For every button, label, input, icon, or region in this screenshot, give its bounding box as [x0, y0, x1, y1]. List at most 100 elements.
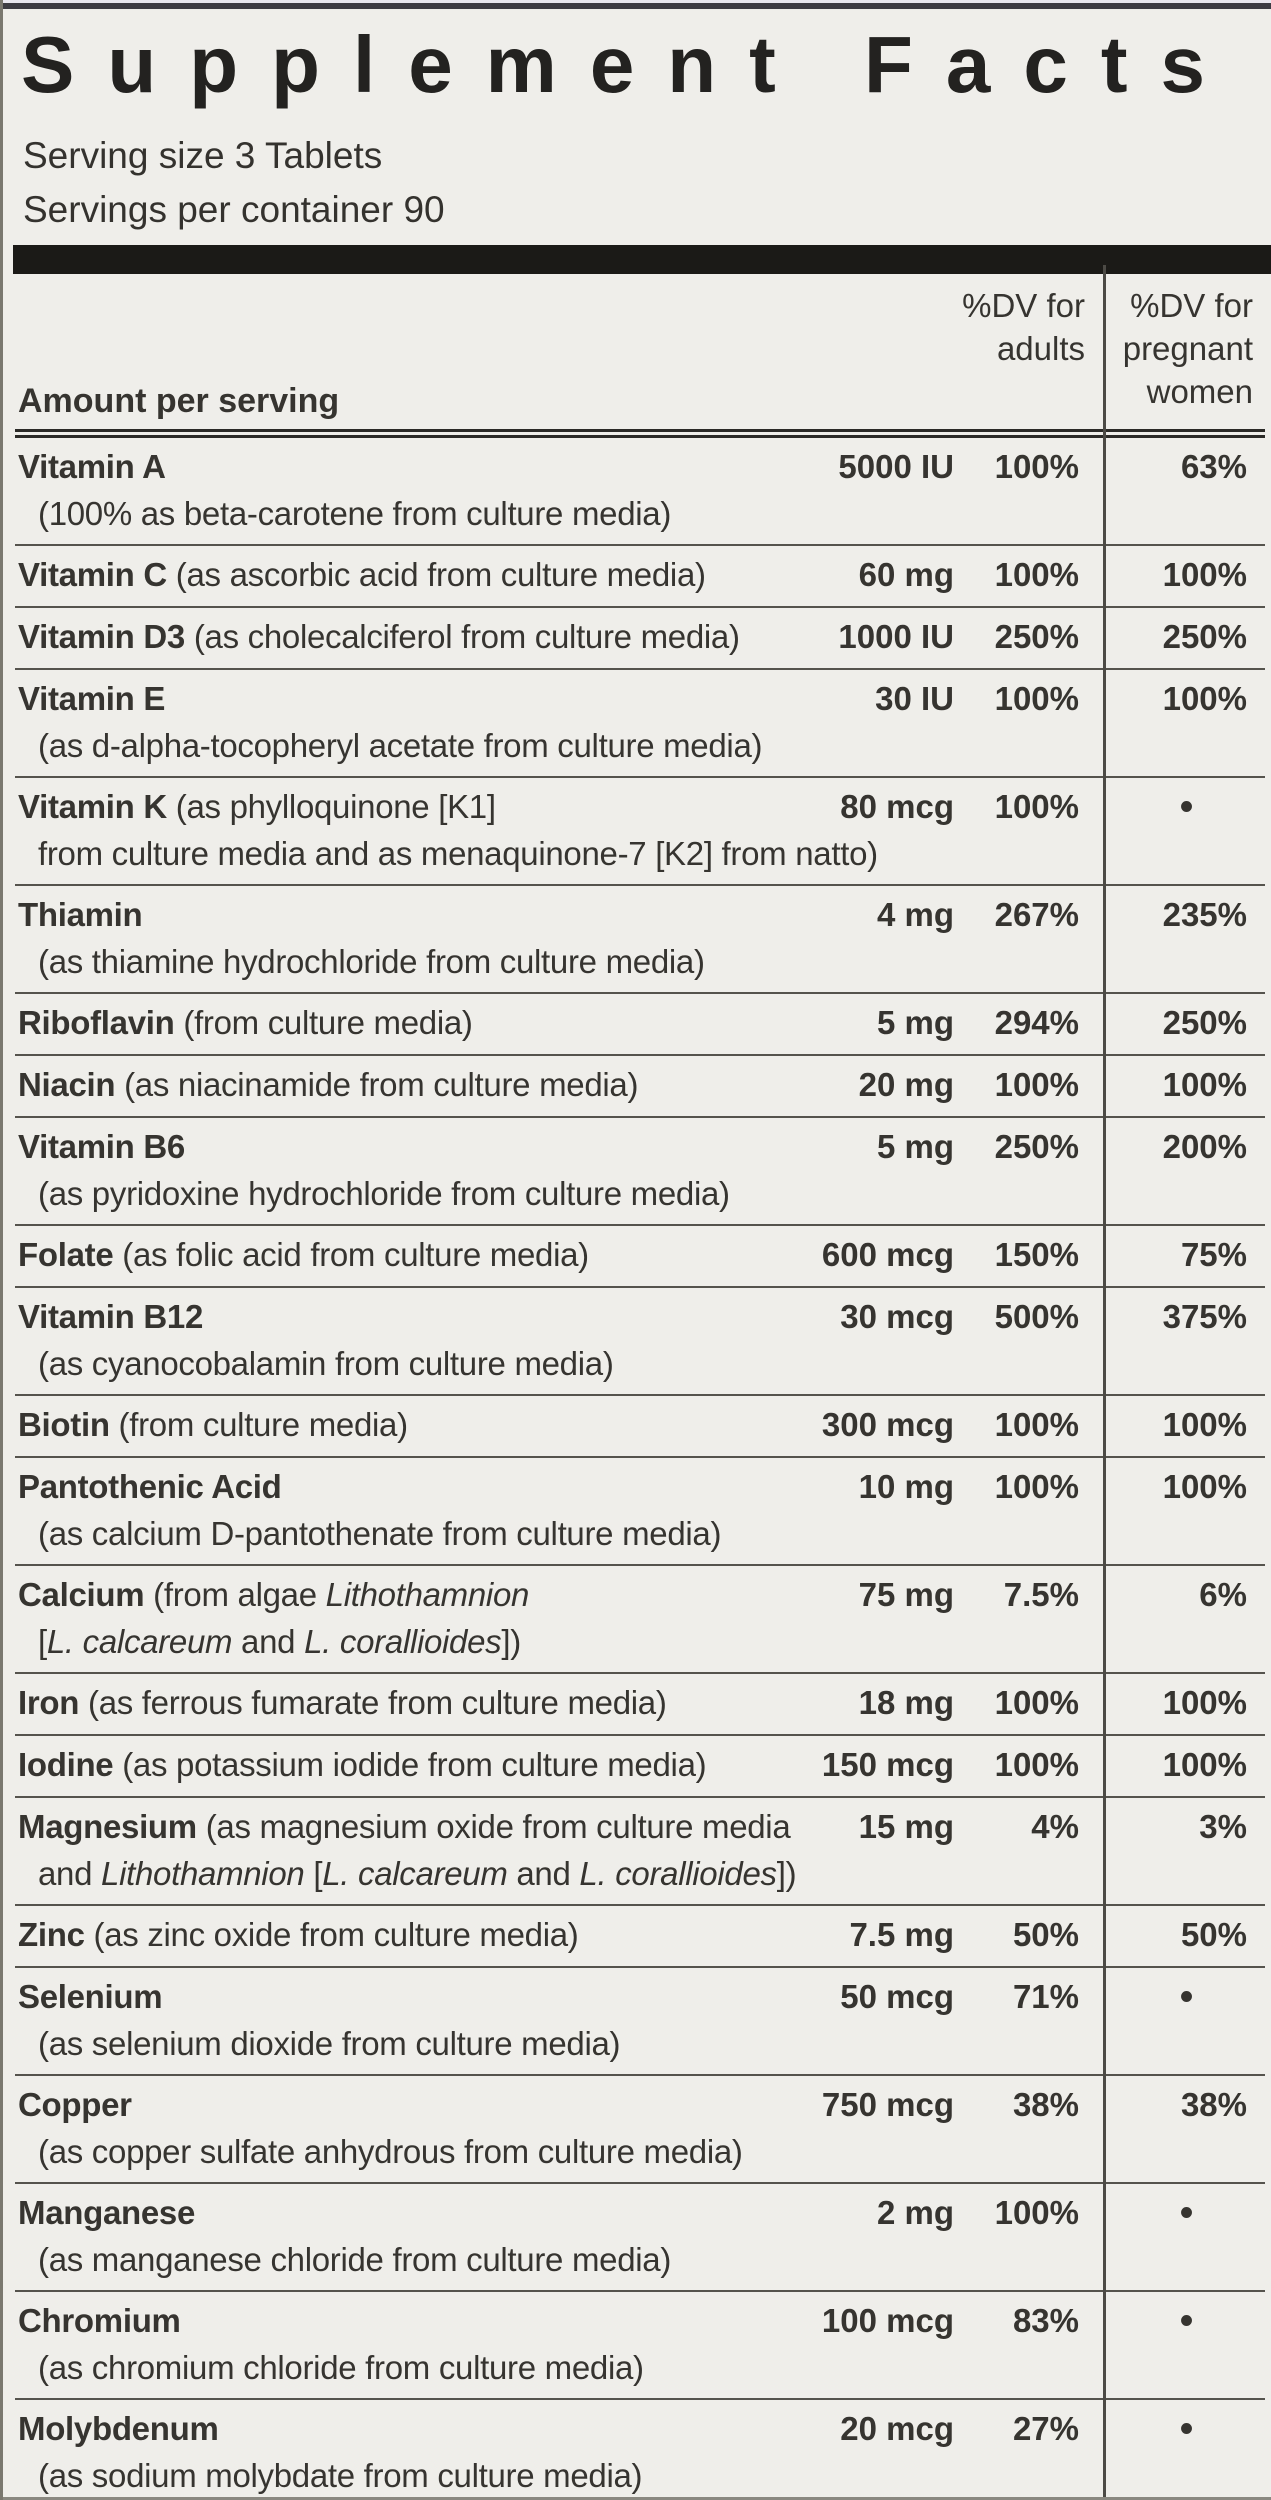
photo-edge-top-light	[3, 0, 1271, 3]
table-row: Iron (as ferrous fumarate from culture m…	[15, 1672, 1265, 1734]
table-row: Folate (as folic acid from culture media…	[15, 1224, 1265, 1286]
dv-pregnant-value: 250%	[1162, 1004, 1247, 1041]
dv-adults-value: 100%	[994, 1684, 1079, 1721]
nutrient-source-line: (as calcium D-pantothenate from culture …	[38, 1512, 1265, 1556]
dv-adults-value: 294%	[994, 1004, 1079, 1041]
nutrient-name-segment: Iodine	[18, 1746, 123, 1783]
dv-pregnant-header: %DV for pregnant women	[1123, 284, 1253, 413]
table-row: Copper 750 mcg 38% 38% (as copper sulfate an…	[15, 2074, 1265, 2182]
nutrient-name: Manganese	[15, 2190, 819, 2236]
thick-divider-bar	[13, 245, 1271, 274]
nutrient-source-segment: (as chromium chloride from culture media…	[38, 2349, 644, 2386]
table-row: Manganese 2 mg 100% • (as manganese chloride…	[15, 2182, 1265, 2290]
dv-adults-value: 250%	[994, 1128, 1079, 1165]
amount-value: 4 mg	[876, 896, 954, 933]
dv-pregnant-bullet: •	[1179, 1976, 1194, 2018]
nutrient-name: Iodine (as potassium iodide from culture…	[15, 1742, 819, 1788]
nutrient-name-segment: (as magnesium oxide from culture media	[205, 1808, 791, 1845]
table-row: Vitamin C (as ascorbic acid from culture…	[15, 544, 1265, 606]
dv-pregnant-line3: women	[1146, 373, 1253, 410]
amount-value: 600 mcg	[821, 1236, 954, 1273]
amount-value: 2 mg	[876, 2194, 954, 2231]
nutrient-name-segment: (as ascorbic acid from culture media)	[175, 556, 706, 593]
dv-pregnant-value: 6%	[1199, 1576, 1247, 1613]
nutrient-name: Vitamin E	[15, 676, 819, 722]
table-row: Magnesium (as magnesium oxide from cultu…	[15, 1796, 1265, 1904]
row-main-line: Iron (as ferrous fumarate from culture m…	[15, 1680, 1265, 1726]
row-main-line: Molybdenum 20 mcg 27% •	[15, 2406, 1265, 2452]
row-main-line: Vitamin E 30 IU 100% 100%	[15, 676, 1265, 722]
table-row: Niacin (as niacinamide from culture medi…	[15, 1054, 1265, 1116]
nutrient-source-segment: (as calcium D-pantothenate from culture …	[38, 1515, 722, 1552]
dv-adults-value: 150%	[994, 1236, 1079, 1273]
header-double-rule	[15, 429, 1265, 438]
dv-pregnant-line1: %DV for	[1130, 287, 1253, 324]
nutrient-name: Selenium	[15, 1974, 819, 2020]
dv-pregnant-value: 63%	[1180, 448, 1247, 485]
nutrient-source-segment: (as copper sulfate anhydrous from cultur…	[38, 2133, 743, 2170]
row-main-line: Vitamin K (as phylloquinone [K1] 80 mcg 10…	[15, 784, 1265, 830]
nutrient-name: Molybdenum	[15, 2406, 819, 2452]
nutrient-source-segment: [	[304, 1855, 323, 1892]
label-title: Supplement Facts	[21, 20, 1239, 109]
amount-value: 5000 IU	[838, 448, 954, 485]
row-main-line: Chromium 100 mcg 83% •	[15, 2298, 1265, 2344]
nutrient-source-segment: (as thiamine hydrochloride from culture …	[38, 943, 705, 980]
nutrient-name-segment: Vitamin B12	[18, 1298, 203, 1335]
nutrient-name-segment: Biotin	[18, 1406, 119, 1443]
nutrient-name-segment: Folate	[18, 1236, 123, 1273]
nutrient-source-line: (as thiamine hydrochloride from culture …	[38, 940, 1265, 984]
nutrient-name: Magnesium (as magnesium oxide from cultu…	[15, 1804, 819, 1850]
table-row: Zinc (as zinc oxide from culture media) 7…	[15, 1904, 1265, 1966]
table-row: Selenium 50 mcg 71% • (as selenium dioxide f…	[15, 1966, 1265, 2074]
table-row: Molybdenum 20 mcg 27% • (as sodium molybdate…	[15, 2398, 1265, 2500]
table-row: Vitamin B12 30 mcg 500% 375% (as cyanocobala…	[15, 1286, 1265, 1394]
nutrient-name-segment: Magnesium	[18, 1808, 206, 1845]
dv-pregnant-value: 250%	[1162, 618, 1247, 655]
row-main-line: Pantothenic Acid 10 mg 100% 100%	[15, 1464, 1265, 1510]
nutrient-name-segment: Niacin	[18, 1066, 125, 1103]
amount-value: 150 mcg	[821, 1746, 954, 1783]
nutrient-name-segment: Riboflavin	[18, 1004, 184, 1041]
dv-pregnant-line2: pregnant	[1122, 330, 1253, 367]
dv-adults-value: 83%	[1012, 2302, 1079, 2339]
nutrient-source-segment: ])	[501, 1623, 521, 1660]
table-row: Vitamin D3 (as cholecalciferol from cult…	[15, 606, 1265, 668]
amount-value: 75 mg	[858, 1576, 954, 1613]
nutrient-source-line: [L. calcareum and L. corallioides])	[38, 1620, 1265, 1664]
dv-pregnant-value: 375%	[1162, 1298, 1247, 1335]
dv-adults-value: 100%	[994, 1746, 1079, 1783]
nutrient-source-segment: (as sodium molybdate from culture media)	[38, 2457, 643, 2494]
nutrient-name-segment: Vitamin C	[18, 556, 176, 593]
nutrient-name-segment: (as zinc oxide from culture media)	[93, 1916, 579, 1953]
row-main-line: Vitamin B6 5 mg 250% 200%	[15, 1124, 1265, 1170]
dv-adults-value: 100%	[994, 680, 1079, 717]
nutrient-source-segment: [	[38, 1623, 47, 1660]
amount-value: 20 mg	[858, 1066, 954, 1103]
row-main-line: Niacin (as niacinamide from culture medi…	[15, 1062, 1265, 1108]
table-row: Vitamin B6 5 mg 250% 200% (as pyridoxine hyd…	[15, 1116, 1265, 1224]
table-row: Chromium 100 mcg 83% • (as chromium chloride…	[15, 2290, 1265, 2398]
nutrient-source-segment: Lithothamnion	[101, 1855, 305, 1892]
nutrient-name: Copper	[15, 2082, 819, 2128]
nutrient-name-segment: Vitamin A	[18, 448, 166, 485]
nutrient-source-segment: (as cyanocobalamin from culture media)	[38, 1345, 614, 1382]
nutrient-source-segment: (as d-alpha-tocopheryl acetate from cult…	[38, 727, 763, 764]
table-row: Pantothenic Acid 10 mg 100% 100% (as calcium…	[15, 1456, 1265, 1564]
row-main-line: Vitamin A 5000 IU 100% 63%	[15, 444, 1265, 490]
nutrient-source-line: (100% as beta-carotene from culture medi…	[38, 492, 1265, 536]
row-main-line: Riboflavin (from culture media) 5 mg 294% 2…	[15, 1000, 1265, 1046]
amount-value: 20 mcg	[840, 2410, 954, 2447]
column-divider-line	[1103, 265, 1106, 2500]
row-main-line: Magnesium (as magnesium oxide from cultu…	[15, 1804, 1265, 1850]
dv-pregnant-bullet: •	[1179, 2192, 1194, 2234]
amount-value: 18 mg	[858, 1684, 954, 1721]
nutrient-name: Zinc (as zinc oxide from culture media)	[15, 1912, 819, 1958]
nutrient-name-segment: Thiamin	[18, 896, 143, 933]
nutrient-name-segment: Iron	[18, 1684, 88, 1721]
servings-per-container: Servings per container 90	[23, 189, 445, 230]
dv-adults-value: 100%	[994, 1406, 1079, 1443]
nutrient-name-segment: (from culture media)	[183, 1004, 473, 1041]
dv-adults-value: 4%	[1031, 1808, 1079, 1845]
amount-value: 5 mg	[876, 1004, 954, 1041]
